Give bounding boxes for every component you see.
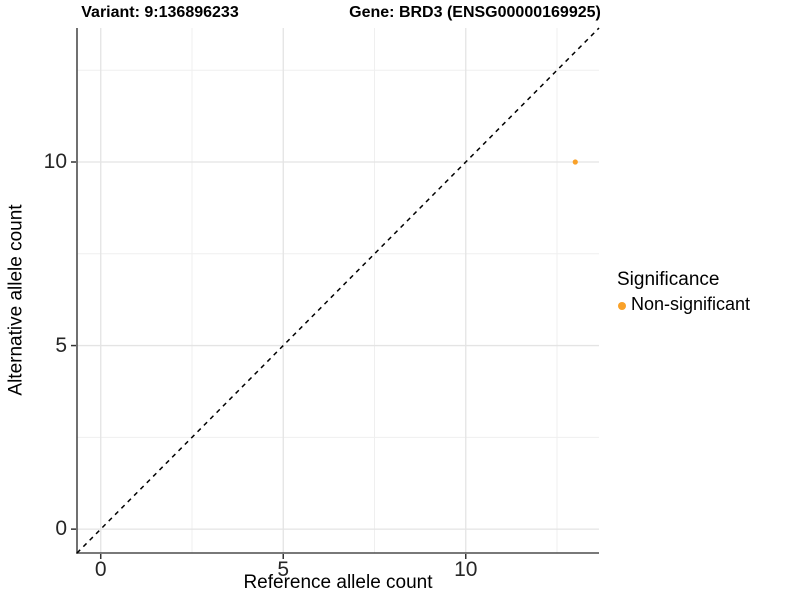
- variant-title: Variant: 9:136896233: [81, 4, 239, 21]
- legend-point-icon: [618, 301, 626, 310]
- x-tick-label: 5: [277, 558, 290, 581]
- x-tick-label: 10: [454, 558, 478, 581]
- x-tick-label: 0: [94, 558, 107, 581]
- legend-item: Non-significant: [615, 294, 750, 315]
- y-tick-label: 5: [55, 333, 67, 357]
- data-point: [572, 159, 578, 165]
- legend-item-label: Non-significant: [631, 294, 751, 314]
- legend: Significance Non-significant: [615, 269, 750, 315]
- gene-title: Gene: BRD3 (ENSG00000169925): [349, 4, 601, 21]
- x-axis-title: Reference allele count: [243, 572, 433, 593]
- identity-dashed-line: [76, 27, 600, 554]
- y-tick-label: 10: [43, 150, 67, 173]
- y-tick-label: 0: [55, 517, 67, 541]
- legend-title: Significance: [617, 269, 720, 290]
